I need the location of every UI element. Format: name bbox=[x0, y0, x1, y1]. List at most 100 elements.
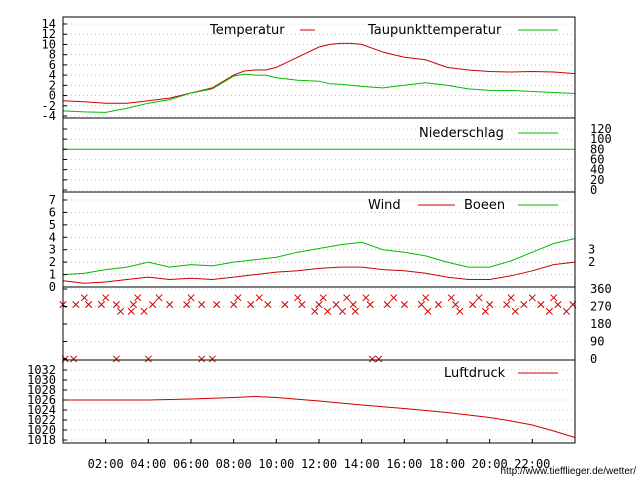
y-tick-label: 8 bbox=[49, 48, 56, 62]
x-tick-label: 10:00 bbox=[258, 457, 294, 471]
y-tick-label: 1018 bbox=[27, 433, 56, 447]
data-point bbox=[281, 301, 289, 309]
data-point bbox=[198, 355, 206, 363]
y-tick-label: 0 bbox=[49, 89, 56, 103]
data-point bbox=[366, 301, 374, 309]
data-point bbox=[129, 301, 137, 309]
data-point bbox=[343, 294, 351, 302]
y-tick-label: 360 bbox=[590, 282, 612, 296]
data-point bbox=[298, 301, 306, 309]
data-point bbox=[117, 307, 125, 315]
legend-label: Temperatur bbox=[209, 23, 285, 38]
data-point bbox=[294, 294, 302, 302]
panel-frames bbox=[62, 16, 576, 444]
data-point bbox=[134, 294, 142, 302]
x-tick-label: 12:00 bbox=[301, 457, 337, 471]
y-tick-label: 2 bbox=[49, 255, 56, 269]
data-point bbox=[213, 301, 221, 309]
x-tick-label: 08:00 bbox=[216, 457, 252, 471]
data-point bbox=[528, 294, 536, 302]
y-tick-label: 4 bbox=[49, 68, 56, 82]
y-tick-label: 1020 bbox=[27, 423, 56, 437]
legend-label: Niederschlag bbox=[419, 126, 504, 141]
data-point bbox=[511, 307, 519, 315]
x-tick-label: 16:00 bbox=[386, 457, 422, 471]
data-point bbox=[362, 294, 370, 302]
data-point bbox=[97, 301, 105, 309]
y-tick-label: 6 bbox=[49, 58, 56, 72]
series-line bbox=[63, 395, 576, 438]
data-point bbox=[127, 307, 135, 315]
tick-labels: -4-2024681012140204060801001200123456723… bbox=[27, 17, 612, 471]
data-point bbox=[400, 301, 408, 309]
y-tick-label: 7 bbox=[49, 193, 56, 207]
data-point bbox=[368, 355, 376, 363]
data-point bbox=[422, 294, 430, 302]
x-tick-label: 04:00 bbox=[130, 457, 166, 471]
y-tick-label: 1028 bbox=[27, 383, 56, 397]
y-tick-label: 1026 bbox=[27, 393, 56, 407]
x-tick-label: 06:00 bbox=[173, 457, 209, 471]
data-point bbox=[349, 301, 357, 309]
y-tick-label: 120 bbox=[590, 122, 612, 136]
data-point bbox=[424, 307, 432, 315]
source-url: http://www.tiefflieger.de/wetter/ bbox=[501, 466, 637, 477]
y-tick-label: 3 bbox=[49, 243, 56, 257]
legend-label: Luftdruck bbox=[444, 366, 506, 381]
series-line bbox=[62, 73, 576, 113]
data-point bbox=[155, 294, 163, 302]
data-point bbox=[475, 294, 483, 302]
legend: Temperatur Taupunkttemperatur Niederschlag… bbox=[209, 23, 558, 381]
data-point bbox=[375, 355, 383, 363]
series-line bbox=[62, 261, 576, 284]
y-tick-label: 90 bbox=[590, 335, 604, 349]
data-point bbox=[481, 307, 489, 315]
data-point bbox=[545, 307, 553, 315]
data-point bbox=[85, 301, 93, 309]
y-tick-label: 40 bbox=[590, 163, 604, 177]
data-point bbox=[456, 307, 464, 315]
data-point bbox=[390, 294, 398, 302]
data-point bbox=[520, 301, 528, 309]
y-tick-label: 0 bbox=[590, 183, 597, 197]
data-point bbox=[550, 294, 558, 302]
y-tick-label: 0 bbox=[590, 352, 597, 366]
data-point bbox=[447, 294, 455, 302]
data-point bbox=[234, 294, 242, 302]
y-tick-label: 60 bbox=[590, 153, 604, 167]
legend-label: Wind bbox=[368, 198, 401, 213]
data-point bbox=[112, 355, 120, 363]
data-point bbox=[351, 307, 359, 315]
data-point bbox=[338, 307, 347, 315]
y-tick-label: 1032 bbox=[27, 363, 56, 377]
data-point bbox=[264, 301, 272, 309]
y-tick-label: -2 bbox=[42, 99, 56, 113]
data-point bbox=[319, 294, 327, 302]
y-tick-label: 12 bbox=[42, 27, 56, 41]
data-point bbox=[537, 301, 545, 309]
data-point bbox=[144, 355, 152, 363]
x-tick-label: 14:00 bbox=[344, 457, 380, 471]
y-tick-label: 100 bbox=[590, 132, 612, 146]
y-tick-label: 1 bbox=[49, 268, 56, 282]
gridlines bbox=[63, 23, 575, 441]
data-point bbox=[70, 355, 78, 363]
data-point bbox=[469, 301, 477, 309]
y-tick-label: 1030 bbox=[27, 373, 56, 387]
y-tick-label: -4 bbox=[42, 109, 56, 123]
x-tick-label: 02:00 bbox=[88, 457, 124, 471]
data-point bbox=[102, 294, 110, 302]
y-tick-label: 0 bbox=[49, 280, 56, 294]
data-point bbox=[72, 301, 80, 309]
data-point bbox=[503, 301, 511, 309]
y-tick-label: 6 bbox=[49, 205, 56, 219]
y-tick-label: 1024 bbox=[27, 403, 56, 417]
data-point bbox=[562, 307, 571, 315]
series-line bbox=[62, 238, 576, 276]
data-point bbox=[417, 301, 425, 309]
y-tick-label: 2 bbox=[49, 78, 56, 92]
y-tick-label: 20 bbox=[590, 173, 604, 187]
series-line bbox=[62, 42, 576, 104]
x-tick-label: 18:00 bbox=[429, 457, 465, 471]
